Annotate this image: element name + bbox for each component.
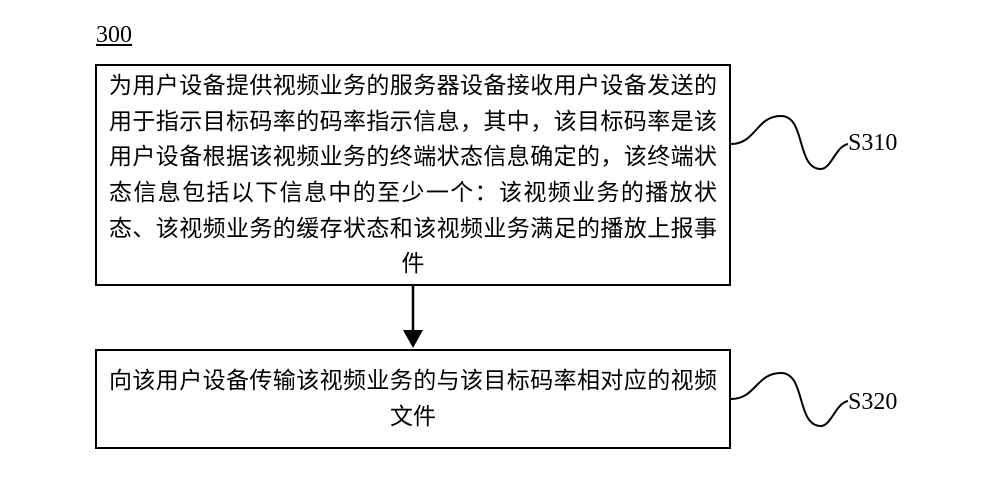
step-box-s310: 为用户设备提供视频业务的服务器设备接收用户设备发送的用于指示目标码率的码率指示信… [95, 64, 731, 286]
step-label-s310: S310 [848, 130, 897, 157]
step-text-s320: 向该用户设备传输该视频业务的与该目标码率相对应的视频文件 [109, 363, 717, 434]
step-text-s310: 为用户设备提供视频业务的服务器设备接收用户设备发送的用于指示目标码率的码率指示信… [109, 68, 717, 282]
figure-number: 300 [96, 22, 132, 49]
connector-s310 [731, 114, 851, 174]
connector-s320 [731, 371, 851, 431]
step-label-s320: S320 [848, 389, 897, 416]
step-box-s320: 向该用户设备传输该视频业务的与该目标码率相对应的视频文件 [95, 349, 731, 449]
arrow-s310-to-s320 [400, 286, 426, 350]
